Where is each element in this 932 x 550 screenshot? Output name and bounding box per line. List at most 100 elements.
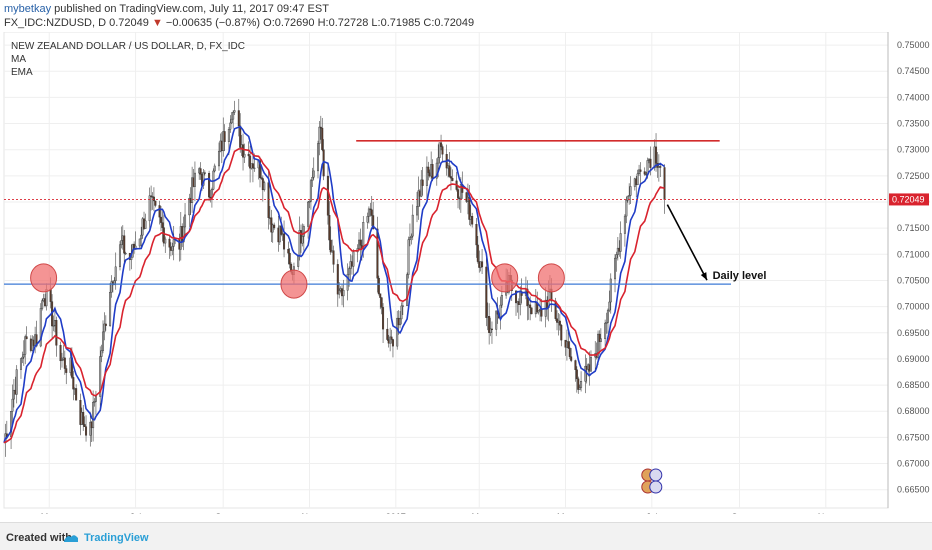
candle-up <box>118 244 121 268</box>
candle-down <box>259 160 262 178</box>
x-tick-label: Sep <box>731 512 747 514</box>
x-tick-label: May <box>557 512 575 514</box>
legend-ema[interactable]: EMA <box>11 67 33 78</box>
candle-down <box>83 424 86 427</box>
y-tick-label: 0.75000 <box>897 40 930 50</box>
candle-up <box>100 350 103 357</box>
candle-down <box>490 328 493 330</box>
candle-up <box>243 153 246 158</box>
candle-up <box>628 195 631 197</box>
candle-down <box>372 215 375 230</box>
candle-up <box>309 180 312 202</box>
candle-up <box>15 369 18 395</box>
candle-down <box>260 177 263 179</box>
candle-up <box>93 401 96 403</box>
last-price: 0.72049 <box>109 17 149 29</box>
candle-up <box>297 255 300 267</box>
candle-down <box>530 307 533 315</box>
candle-down <box>159 216 162 223</box>
candle-up <box>399 318 402 326</box>
candle-up <box>489 328 492 333</box>
candle-up <box>629 186 632 196</box>
candle-down <box>85 426 88 436</box>
candle-down <box>336 264 339 295</box>
candle-up <box>599 338 602 342</box>
candle-down <box>75 388 78 401</box>
candle-down <box>481 261 484 268</box>
candle-down <box>319 126 322 129</box>
candle-down <box>242 144 245 158</box>
event-flag-icon[interactable] <box>649 468 663 482</box>
created-with-text: Created with <box>6 532 73 544</box>
candle-up <box>227 128 230 142</box>
candle-up <box>184 214 187 228</box>
candle-down <box>332 250 335 265</box>
candle-up <box>437 157 440 164</box>
x-tick-label: 2017 <box>386 512 406 514</box>
candle-down <box>663 167 666 200</box>
candle-down <box>575 369 578 380</box>
published-text: published on TradingView.com, July 11, 2… <box>54 3 329 15</box>
author-link[interactable]: mybetkay <box>4 3 52 15</box>
chart-header: mybetkay published on TradingView.com, J… <box>0 0 932 32</box>
candle-up <box>638 169 641 175</box>
symbol-name: FX_IDC:NZDUSD, D <box>4 17 107 29</box>
candle-down <box>251 163 254 169</box>
candle-down <box>567 341 570 349</box>
candle-down <box>59 345 62 362</box>
candle-down <box>288 252 291 265</box>
highlight-ellipse <box>491 263 519 293</box>
candle-down <box>386 328 389 340</box>
x-tick-label: Sep <box>215 512 231 514</box>
candle-up <box>22 353 25 358</box>
tradingview-brand-link[interactable]: TradingView <box>84 532 149 544</box>
candle-up <box>408 237 411 240</box>
event-flag-icon[interactable] <box>649 480 663 494</box>
candle-down <box>451 177 454 182</box>
price-chart[interactable]: May Jul Sep Nov 2017 Mar May Jul Sep Nov 0.75000 0.… <box>0 31 932 522</box>
candle-down <box>441 146 444 155</box>
candle-down <box>390 336 393 340</box>
candle-up <box>11 398 14 412</box>
candle-up <box>609 278 612 303</box>
candle-up <box>171 246 174 251</box>
y-tick-label: 0.67000 <box>897 459 930 469</box>
candle-down <box>208 173 211 198</box>
x-tick-label: May <box>41 512 59 514</box>
candle-up <box>338 290 341 295</box>
candle-up <box>606 309 609 323</box>
candle-down <box>574 360 577 370</box>
candle-up <box>140 234 143 240</box>
candle-up <box>110 281 113 293</box>
y-tick-label: 0.71500 <box>897 223 930 233</box>
x-tick-label: Nov <box>302 512 319 514</box>
highlight-ellipse <box>30 263 58 293</box>
candle-down <box>123 235 126 254</box>
highlight-ellipse <box>537 263 565 293</box>
candle-up <box>94 396 97 402</box>
candle-up <box>52 325 55 327</box>
chart-area[interactable]: May Jul Sep Nov 2017 Mar May Jul Sep Nov 0.75000 0.… <box>0 31 932 522</box>
y-tick-label: 0.68000 <box>897 406 930 416</box>
candle-up <box>191 177 194 203</box>
candle-down <box>203 172 206 174</box>
candle-down <box>273 224 276 229</box>
candle-up <box>318 126 321 144</box>
price-change: −0.00635 (−0.87%) <box>165 17 261 29</box>
candle-up <box>312 170 315 178</box>
candle-down <box>369 208 372 210</box>
candle-up <box>24 336 27 355</box>
candle-down <box>376 228 379 279</box>
candle-up <box>193 172 196 187</box>
candle-up <box>213 165 216 172</box>
candle-down <box>649 158 652 168</box>
candle-up <box>495 310 498 330</box>
candle-up <box>12 389 15 400</box>
candle-up <box>21 356 24 359</box>
candle-up <box>420 179 423 197</box>
candle-down <box>283 233 286 250</box>
legend-ma[interactable]: MA <box>11 54 26 65</box>
candle-up <box>172 239 175 247</box>
y-tick-label: 0.74500 <box>897 66 930 76</box>
x-tick-label: Jul <box>130 512 142 514</box>
